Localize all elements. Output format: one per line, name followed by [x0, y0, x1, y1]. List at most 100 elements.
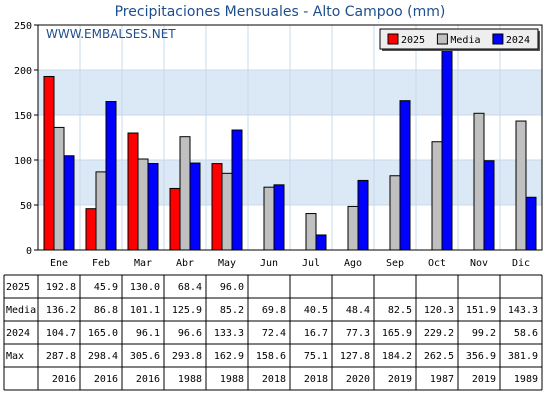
bar-media-may: [221, 172, 233, 251]
table-cell: 1989: [514, 374, 538, 385]
table-cell: 184.2: [382, 351, 412, 362]
y-tick-label: 100: [14, 156, 32, 167]
table-cell: 2016: [94, 374, 118, 385]
table-cell: 165.0: [88, 328, 118, 339]
table-cell: 125.9: [172, 305, 202, 316]
table-cell: 229.2: [424, 328, 454, 339]
bar-media-mar: [137, 158, 149, 251]
bar-media-abr: [179, 136, 191, 251]
table-cell: 133.3: [214, 328, 244, 339]
bar-media-feb: [95, 171, 107, 251]
bar-2025-abr: [169, 187, 181, 251]
legend: 2025 Media 2024: [379, 28, 540, 51]
x-tick-label: Ago: [344, 258, 362, 269]
table-cell: 2016: [136, 374, 160, 385]
y-tick-label: 200: [14, 66, 32, 77]
y-tick-label: 250: [14, 21, 32, 32]
table-cell: 85.2: [220, 305, 244, 316]
bar-2024-mar: [147, 163, 159, 251]
table-cell: 298.4: [88, 351, 118, 362]
table-cell: 58.6: [514, 328, 538, 339]
bar-2024-may: [231, 129, 243, 251]
data-table: 2025 192.8 45.9 130.0 68.4 96.0 Media 136.2 86.8…: [3, 274, 543, 391]
bar-media-nov: [473, 112, 485, 251]
bar-2025-mar: [127, 132, 139, 251]
bar-2024-ene: [63, 155, 75, 251]
y-tick-label: 150: [14, 111, 32, 122]
table-cell: 1988: [178, 374, 202, 385]
table-cell: 2019: [472, 374, 496, 385]
table-cell: 75.1: [304, 351, 328, 362]
plot-frame: [37, 24, 543, 251]
bar-media-sep: [389, 175, 401, 251]
table-cell: 48.4: [346, 305, 370, 316]
x-tick-label: Abr: [176, 258, 194, 269]
table-cell: 136.2: [46, 305, 76, 316]
bar-2024-sep: [399, 100, 411, 251]
x-tick-label: Nov: [470, 258, 488, 269]
table-cell: 96.0: [220, 282, 244, 293]
table-cell: 96.1: [136, 328, 160, 339]
table-cell: 96.6: [178, 328, 202, 339]
table-cell: 86.8: [94, 305, 118, 316]
table-cell: 120.3: [424, 305, 454, 316]
table-cell: 2019: [388, 374, 412, 385]
table-cell: 101.1: [130, 305, 160, 316]
table-row-label: Max: [6, 351, 24, 362]
legend-swatch-2024: [492, 33, 504, 45]
y-tick-label: 0: [26, 246, 32, 257]
legend-swatch-2025: [387, 33, 399, 45]
x-tick-label: Sep: [386, 258, 404, 269]
bar-media-ene: [53, 126, 65, 251]
chart-title: Precipitaciones Mensuales - Alto Campoo …: [115, 4, 446, 20]
table-cell: 2020: [346, 374, 370, 385]
bar-2024-abr: [189, 162, 201, 251]
bar-2025-may: [211, 163, 223, 251]
table-cell: 287.8: [46, 351, 76, 362]
bar-2024-jun: [273, 184, 285, 251]
table-cell: 2016: [52, 374, 76, 385]
table-cell: 99.2: [472, 328, 496, 339]
bar-media-oct: [431, 141, 443, 251]
table-cell: 40.5: [304, 305, 328, 316]
table-cell: 1987: [430, 374, 454, 385]
table-cell: 130.0: [130, 282, 160, 293]
table-cell: 69.8: [262, 305, 286, 316]
bar-media-jul: [305, 213, 317, 251]
bar-2024-dic: [525, 196, 537, 251]
x-tick-label: Jun: [260, 258, 278, 269]
table-cell: 2018: [262, 374, 286, 385]
table-cell: 2018: [304, 374, 328, 385]
bar-media-jun: [263, 186, 275, 251]
table-cell: 356.9: [466, 351, 496, 362]
bar-2025-ene: [43, 75, 55, 251]
table-row-label: Media: [6, 305, 36, 316]
table-row-label: 2024: [6, 328, 30, 339]
bar-2024-jul: [315, 234, 327, 251]
table-row-label: 2025: [6, 282, 30, 293]
bar-2024-ago: [357, 179, 369, 251]
table-cell: 127.8: [340, 351, 370, 362]
x-tick-label: Dic: [512, 258, 530, 269]
table-cell: 45.9: [94, 282, 118, 293]
table-cell: 305.6: [130, 351, 160, 362]
bar-2024-feb: [105, 101, 117, 251]
table-cell: 158.6: [256, 351, 286, 362]
x-tick-label: Oct: [428, 258, 446, 269]
table-cell: 162.9: [214, 351, 244, 362]
table-cell: 143.3: [508, 305, 538, 316]
legend-label-media: Media: [450, 35, 480, 46]
table-cell: 262.5: [424, 351, 454, 362]
table-cell: 293.8: [172, 351, 202, 362]
table-cell: 104.7: [46, 328, 76, 339]
table-cell: 1988: [220, 374, 244, 385]
x-tick-label: May: [218, 258, 236, 269]
table-cell: 165.9: [382, 328, 412, 339]
table-cell: 77.3: [346, 328, 370, 339]
table-cell: 72.4: [262, 328, 286, 339]
watermark-text: WWW.EMBALSES.NET: [46, 27, 176, 41]
x-tick-label: Ene: [50, 258, 68, 269]
table-cell: 381.9: [508, 351, 538, 362]
bar-media-ago: [347, 205, 359, 251]
